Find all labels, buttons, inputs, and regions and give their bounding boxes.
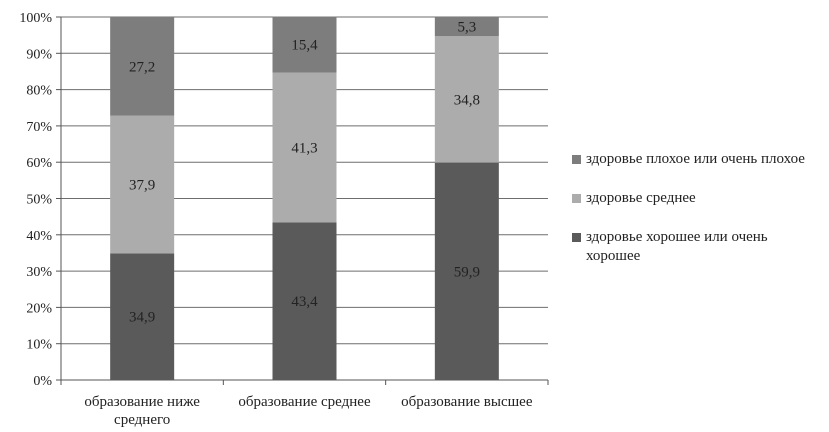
bar-segment — [272, 16, 337, 73]
legend-item: здоровье плохое или очень плохое — [572, 150, 822, 169]
data-label: 34,9 — [129, 310, 155, 326]
legend-item: здоровье хорошее или очень хорошее — [572, 228, 822, 266]
y-tick-label: 70% — [26, 120, 52, 135]
y-tick-label: 0% — [33, 374, 52, 389]
x-category-label: образование среднее — [238, 394, 371, 410]
data-label: 43,4 — [291, 294, 318, 310]
bar-segment — [110, 17, 175, 116]
legend-swatch — [572, 194, 581, 203]
y-tick-label: 40% — [26, 229, 52, 244]
data-label: 59,9 — [454, 264, 480, 280]
bar-segment — [434, 36, 499, 163]
data-label: 27,2 — [129, 59, 155, 75]
y-tick-label: 100% — [19, 11, 52, 26]
legend-item: здоровье среднее — [572, 189, 822, 208]
y-tick-label: 60% — [26, 156, 52, 171]
y-tick-label: 90% — [26, 47, 52, 62]
y-tick-label: 10% — [26, 338, 52, 353]
y-tick-label: 20% — [26, 301, 52, 316]
bar-segment — [272, 72, 337, 223]
bar-segment — [110, 253, 175, 380]
data-label: 41,3 — [291, 140, 317, 156]
data-label: 5,3 — [457, 20, 476, 36]
legend-label: здоровье среднее — [586, 190, 696, 206]
chart-legend: здоровье плохое или очень плохое здоровье… — [572, 150, 822, 286]
legend-swatch — [572, 233, 581, 242]
legend-label: здоровье хорошее или очень хорошее — [586, 229, 768, 264]
x-category-label: среднего — [114, 412, 170, 427]
data-label: 37,9 — [129, 178, 155, 194]
bar-segment — [110, 115, 175, 254]
data-label: 15,4 — [291, 38, 318, 54]
x-category-label: образование ниже — [84, 394, 200, 410]
x-category-label: образование высшее — [401, 394, 533, 410]
bar-segment — [434, 17, 499, 37]
data-label: 34,8 — [454, 92, 480, 108]
bar-segment — [434, 162, 499, 380]
legend-label: здоровье плохое или очень плохое — [586, 151, 805, 167]
y-tick-label: 50% — [26, 193, 52, 208]
y-tick-label: 80% — [26, 84, 52, 99]
legend-swatch — [572, 155, 581, 164]
y-tick-label: 30% — [26, 265, 52, 280]
bar-segment — [272, 222, 337, 380]
